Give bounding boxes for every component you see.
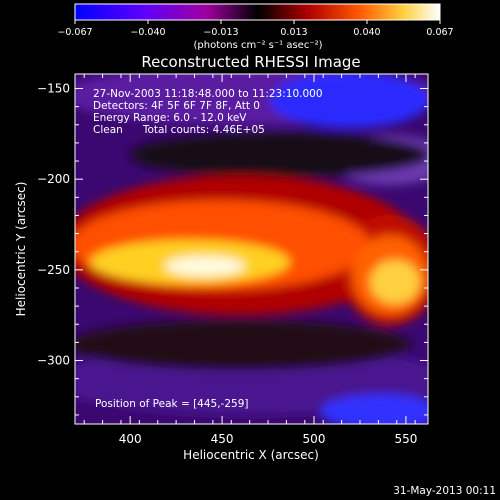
y-tick-label: −300 [37, 354, 70, 368]
annotation-counts: Clean Total counts: 4.46E+05 [93, 124, 265, 136]
annotation-time-range: 27-Nov-2003 11:18:48.000 to 11:23:10.000 [93, 88, 323, 100]
region-upper-blue [270, 74, 428, 128]
colorbar-tick-label: 0.067 [426, 27, 453, 38]
annotation-energy: Energy Range: 6.0 - 12.0 keV [93, 112, 247, 124]
colorbar-units: (photons cm⁻² s⁻¹ asec⁻²) [193, 40, 322, 51]
y-tick-label: −200 [37, 172, 70, 186]
yellow-right [370, 260, 420, 304]
region-lower-blue [320, 394, 428, 424]
y-axis-title: Heliocentric Y (arcsec) [14, 182, 28, 317]
peak-position-label: Position of Peak = [445,-259] [95, 398, 249, 410]
colorbar-tick-label: 0.013 [280, 27, 307, 38]
x-tick-label: 400 [119, 432, 142, 446]
y-axis-ticks: −150 −200 −250 −300 [37, 82, 428, 416]
colorbar [74, 3, 441, 21]
dark-band-lower [75, 320, 410, 370]
x-tick-label: 450 [211, 432, 234, 446]
colorbar-tick-label: −0.067 [57, 27, 92, 38]
plot-frame [74, 73, 429, 425]
colorbar-tick-label: −0.013 [203, 27, 238, 38]
x-axis-ticks: 400 450 500 550 [83, 74, 417, 446]
plot-title: Reconstructed RHESSI Image [141, 53, 360, 71]
colorbar-tick-label: −0.040 [130, 27, 165, 38]
annotation-detectors: Detectors: 4F 5F 6F 7F 8F, Att 0 [93, 100, 260, 112]
dark-band-upper [130, 133, 428, 177]
y-tick-label: −150 [37, 82, 70, 96]
date-stamp: 31-May-2013 00:11 [393, 485, 496, 497]
colorbar-ticks: −0.067 −0.040 −0.013 0.013 0.040 0.067 [57, 20, 454, 38]
x-tick-label: 500 [303, 432, 326, 446]
colorbar-tick-label: 0.040 [353, 27, 380, 38]
heatmap-image [75, 74, 428, 424]
x-tick-label: 550 [394, 432, 417, 446]
x-axis-title: Heliocentric X (arcsec) [183, 448, 319, 462]
y-tick-label: −250 [37, 263, 70, 277]
peak-core [165, 256, 245, 276]
